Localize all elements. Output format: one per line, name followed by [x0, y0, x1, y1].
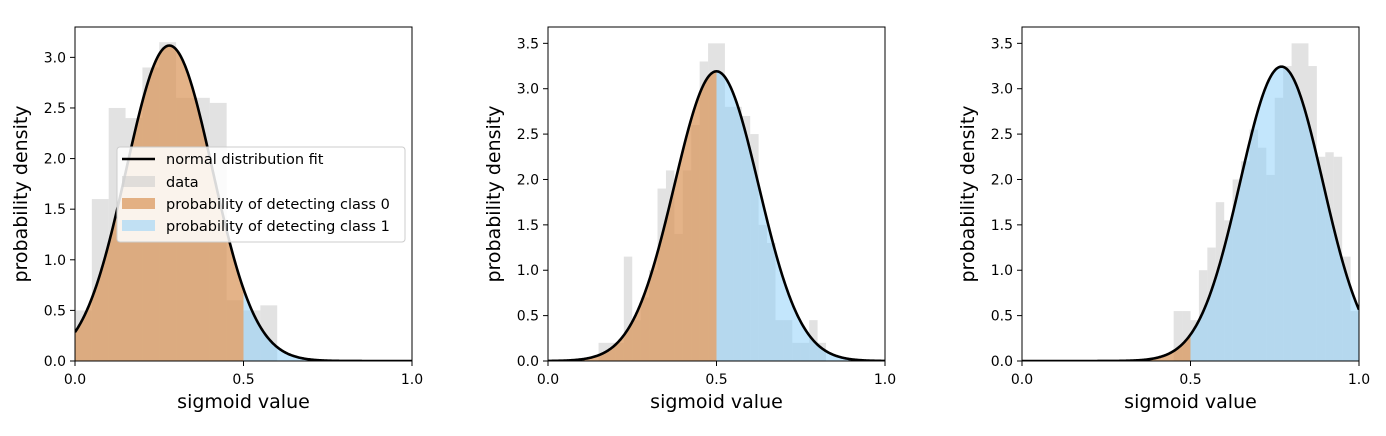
normal-fit-curve: [1022, 65, 1359, 361]
y-tick-label: 3.0: [44, 50, 66, 66]
histogram-bar: [1173, 311, 1183, 361]
legend-class1-swatch: [122, 220, 155, 231]
x-tick-label: 1.0: [874, 372, 896, 388]
plot-area: [548, 43, 885, 361]
y-tick-label: 2.5: [991, 127, 1013, 143]
y-tick-label: 3.0: [991, 82, 1013, 98]
y-tick-label: 0.0: [517, 354, 539, 370]
y-tick-label: 1.0: [44, 253, 66, 269]
chart-panel-3: 0.0 0.5 1.0 0.0 0.5 1.0 1.5 2.0 2.5 3.0 3.5 sigmoid…: [957, 26, 1370, 413]
x-axis-label: sigmoid value: [177, 391, 310, 413]
x-tick-label: 0.5: [1179, 372, 1201, 388]
normal-fit-curve: [548, 70, 885, 361]
y-tick-label: 3.5: [991, 36, 1013, 52]
y-tick-label: 3.0: [517, 82, 539, 98]
x-tick-label: 0.0: [1011, 372, 1033, 388]
x-tick-label: 0.0: [537, 372, 559, 388]
y-tick-label: 0.5: [44, 303, 66, 319]
plot-area: [1022, 43, 1359, 361]
x-tick-label: 0.5: [232, 372, 254, 388]
y-tick-label: 1.0: [517, 263, 539, 279]
y-tick-label: 0.0: [44, 354, 66, 370]
y-tick-label: 2.0: [44, 152, 66, 168]
x-tick-label: 1.0: [1348, 372, 1370, 388]
y-axis-label: probability density: [10, 105, 32, 282]
y-tick-label: 1.5: [44, 202, 66, 218]
x-tick-label: 1.0: [401, 372, 423, 388]
y-tick-label: 0.5: [991, 309, 1013, 325]
class1-probability-area: [1190, 66, 1359, 361]
y-tick-label: 2.0: [991, 172, 1013, 188]
x-axis-label: sigmoid value: [650, 391, 783, 413]
y-tick-label: 3.5: [517, 36, 539, 52]
legend-box: [116, 146, 406, 243]
y-tick-label: 1.5: [991, 218, 1013, 234]
class1-probability-area: [716, 71, 885, 361]
legend-entry-label: probability of detecting class 1: [166, 219, 390, 235]
chart-panel-2: 0.0 0.5 1.0 0.0 0.5 1.0 1.5 2.0 2.5 3.0 3.5 sigmoid…: [483, 26, 896, 413]
y-tick-label: 2.0: [517, 172, 539, 188]
legend-entry-label: normal distribution fit: [166, 152, 324, 168]
x-tick-label: 0.5: [705, 372, 727, 388]
chart-panel-1: 0.0 0.5 1.0 0.0 0.5 1.0 1.5 2.0 2.5 3.0 sigmoid va…: [10, 26, 423, 413]
x-tick-label: 0.0: [64, 372, 86, 388]
y-axis-label: probability density: [483, 105, 505, 282]
y-tick-label: 2.5: [517, 127, 539, 143]
legend-entry-label: data: [166, 175, 199, 191]
legend: normal distribution fit data probability o…: [116, 146, 406, 243]
y-tick-label: 0.5: [517, 309, 539, 325]
x-axis-label: sigmoid value: [1124, 391, 1257, 413]
y-tick-label: 2.5: [44, 101, 66, 117]
y-tick-label: 0.0: [991, 354, 1013, 370]
histogram-bar: [598, 342, 607, 361]
class0-probability-area: [548, 71, 717, 361]
y-tick-label: 1.0: [991, 263, 1013, 279]
legend-class0-swatch: [122, 198, 155, 209]
histogram-bar: [1182, 311, 1191, 361]
class1-probability-area: [243, 288, 412, 361]
y-tick-label: 1.5: [517, 218, 539, 234]
y-axis-label: probability density: [957, 105, 979, 282]
legend-data-swatch: [122, 176, 155, 187]
histogram-bar: [623, 256, 633, 361]
class0-probability-area: [1022, 334, 1191, 361]
legend-entry-label: probability of detecting class 0: [166, 197, 390, 213]
